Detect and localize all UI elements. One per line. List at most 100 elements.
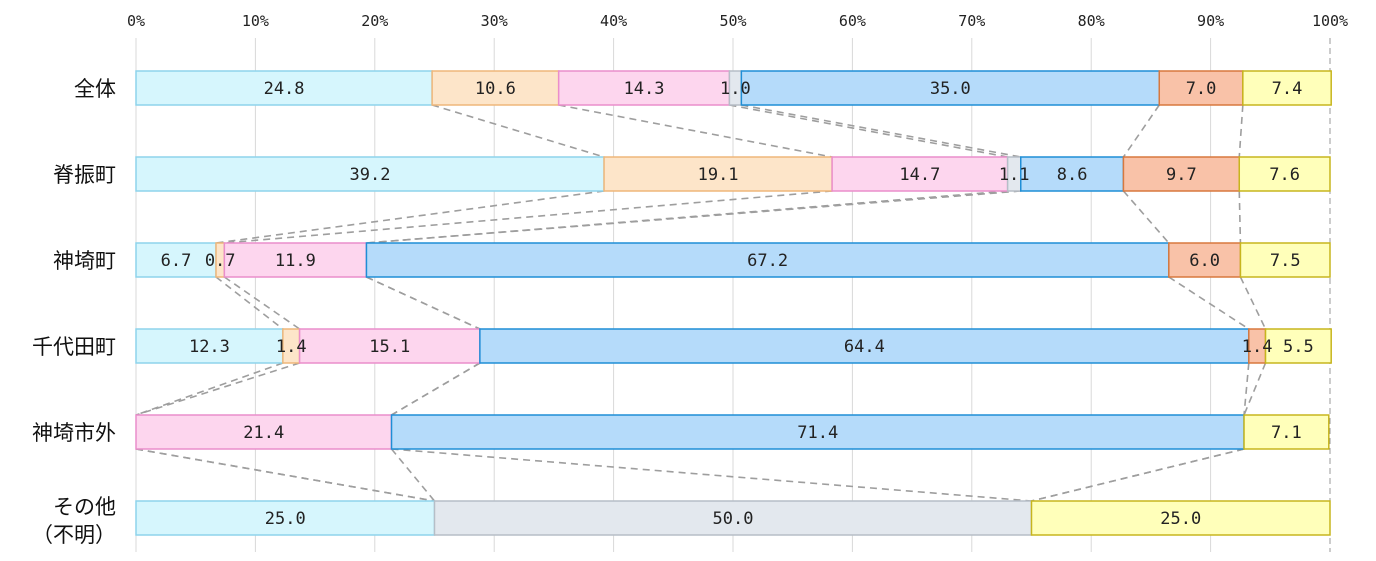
connector-line (729, 104, 1008, 158)
x-tick-label: 40% (600, 12, 627, 30)
axis-layer: 0% 10% 20% 30% 40% 50% 60% 70% 80% 90% 100% 全体脊振町神埼… (32, 12, 1348, 547)
row-label: 神埼市外 (32, 421, 116, 445)
data-label: 10.6 (475, 79, 516, 99)
data-label: 24.8 (264, 79, 305, 99)
bar-segment (1030, 500, 1331, 536)
data-label: 14.7 (899, 165, 940, 185)
bar-segment (390, 414, 1245, 450)
connector-line (215, 190, 605, 244)
data-label: 67.2 (747, 251, 788, 271)
bar-segment (831, 156, 1009, 192)
data-label: 64.4 (844, 337, 885, 357)
x-tick-label: 60% (839, 12, 866, 30)
row-label: 神埼町 (53, 249, 116, 273)
data-label: 15.1 (369, 337, 410, 357)
connector-line (1168, 276, 1250, 330)
connector-line (558, 104, 833, 158)
row-label: （不明） (32, 523, 116, 547)
bar-segment (135, 500, 436, 536)
bar-segment (135, 156, 605, 192)
data-label: 71.4 (797, 423, 838, 443)
connector-line (215, 276, 284, 330)
data-label: 7.1 (1271, 423, 1302, 443)
data-label: 12.3 (189, 337, 230, 357)
bar-segment (603, 156, 833, 192)
data-label: 1.0 (720, 79, 751, 99)
data-label: 11.9 (275, 251, 316, 271)
bar-segment (557, 70, 731, 106)
data-label: 39.2 (350, 165, 391, 185)
connector-line (1243, 362, 1267, 416)
bar-segment (1239, 242, 1331, 278)
row-label: その他 (53, 495, 116, 519)
connector-line (1238, 190, 1242, 244)
connector-line (391, 362, 481, 416)
data-label: 21.4 (243, 423, 284, 443)
data-label: 25.0 (1160, 509, 1201, 529)
bar-segment (431, 70, 560, 106)
connector-layer (135, 104, 1267, 502)
connector-line (1122, 104, 1160, 158)
x-tick-label: 10% (242, 12, 269, 30)
connector-line (390, 448, 436, 502)
x-tick-label: 80% (1078, 12, 1105, 30)
connector-line (224, 190, 833, 244)
data-label: 6.0 (1189, 251, 1220, 271)
data-label: 0.7 (205, 251, 236, 271)
row-label: 脊振町 (53, 163, 116, 187)
connector-line (391, 448, 1032, 502)
connector-line (1243, 362, 1250, 416)
bar-segment (135, 414, 393, 450)
label-layer: 24.8 10.6 14.3 1.0 35.0 7.0 7.4 39.2 19.1 14.7 1.1… (161, 79, 1314, 529)
x-tick-label: 100% (1312, 12, 1348, 30)
bar-segment (1238, 156, 1331, 192)
x-tick-label: 30% (481, 12, 508, 30)
data-label: 7.0 (1186, 79, 1217, 99)
connector-line (135, 362, 284, 416)
data-label: 25.0 (265, 509, 306, 529)
bar-segment (365, 242, 1170, 278)
connector-line (135, 362, 300, 416)
x-tick-label: 50% (719, 12, 746, 30)
connector-line (1031, 448, 1245, 502)
data-label: 14.3 (624, 79, 665, 99)
bar-segment (298, 328, 481, 364)
connector-line (741, 104, 1021, 158)
data-label: 5.5 (1283, 337, 1314, 357)
connector-line (366, 190, 1021, 244)
connector-line (1122, 190, 1170, 244)
bar-segment (135, 242, 217, 278)
bar-segment (135, 70, 433, 106)
data-label: 9.7 (1166, 165, 1197, 185)
data-label: 7.5 (1270, 251, 1301, 271)
bar-segment (1020, 156, 1125, 192)
data-label: 6.7 (161, 251, 192, 271)
data-label: 35.0 (930, 79, 971, 99)
bar-segment (1264, 328, 1332, 364)
bar-segment (1168, 242, 1242, 278)
bar-segment (223, 242, 368, 278)
bar-segment (740, 70, 1161, 106)
data-label: 19.1 (698, 165, 739, 185)
connector-line (1238, 104, 1244, 158)
connector-line (431, 104, 605, 158)
x-tick-label: 70% (958, 12, 985, 30)
x-tick-label: 20% (361, 12, 388, 30)
bar-layer (135, 70, 1332, 536)
data-label: 8.6 (1057, 165, 1088, 185)
bar-segment (1158, 70, 1244, 106)
bar-segment (433, 500, 1033, 536)
connector-line (366, 276, 481, 330)
bar-segment (1243, 414, 1330, 450)
data-label: 1.4 (276, 337, 307, 357)
x-tick-label: 0% (127, 12, 145, 30)
x-tick-label: 90% (1197, 12, 1224, 30)
connector-line (135, 448, 435, 502)
bar-segment (1242, 70, 1332, 106)
data-label: 50.0 (713, 509, 754, 529)
data-label: 1.4 (1242, 337, 1273, 357)
grid-layer (135, 38, 1331, 552)
bar-segment (1122, 156, 1241, 192)
connector-line (1239, 276, 1267, 330)
